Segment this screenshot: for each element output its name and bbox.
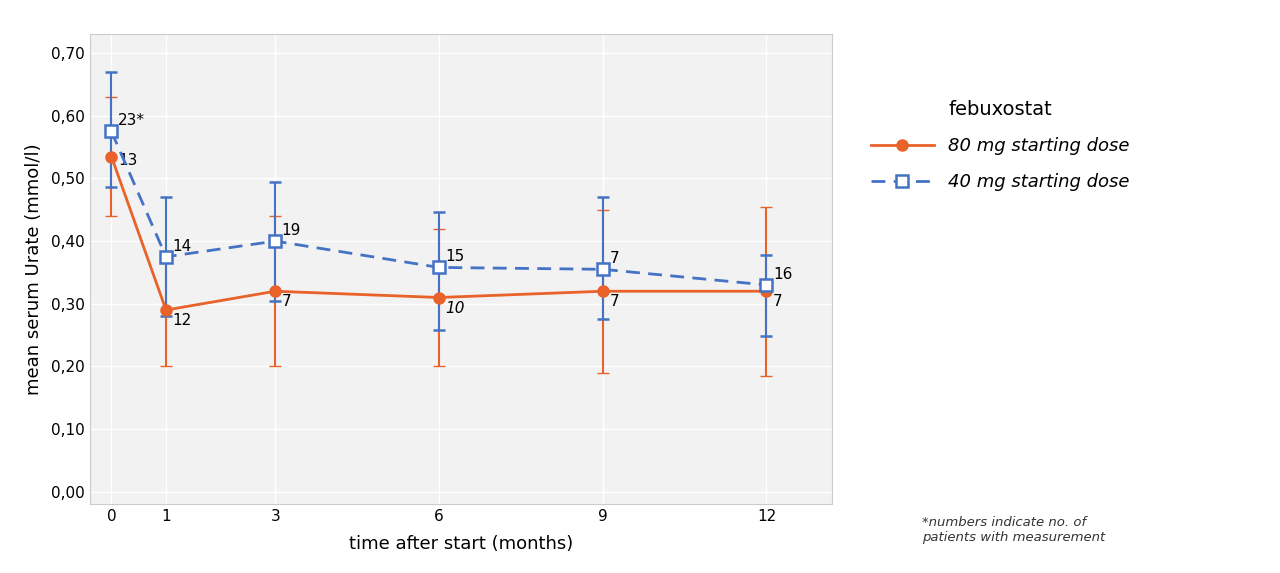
Text: 7: 7: [773, 295, 782, 309]
Text: 7: 7: [609, 295, 620, 309]
Text: 7: 7: [282, 295, 292, 309]
Text: 7: 7: [609, 251, 620, 266]
Text: 14: 14: [173, 238, 192, 254]
Text: 10: 10: [445, 301, 465, 316]
Text: 15: 15: [445, 249, 465, 264]
Y-axis label: mean serum Urate (mmol/l): mean serum Urate (mmol/l): [24, 143, 42, 395]
Text: 19: 19: [282, 223, 301, 238]
Text: *numbers indicate no. of
patients with measurement: *numbers indicate no. of patients with m…: [922, 516, 1105, 544]
Text: 13: 13: [118, 154, 137, 168]
Text: 16: 16: [773, 267, 792, 282]
Text: 23*: 23*: [118, 113, 145, 128]
X-axis label: time after start (months): time after start (months): [348, 535, 573, 553]
Text: 12: 12: [173, 313, 192, 328]
Legend: 80 mg starting dose, 40 mg starting dose: 80 mg starting dose, 40 mg starting dose: [870, 100, 1130, 191]
